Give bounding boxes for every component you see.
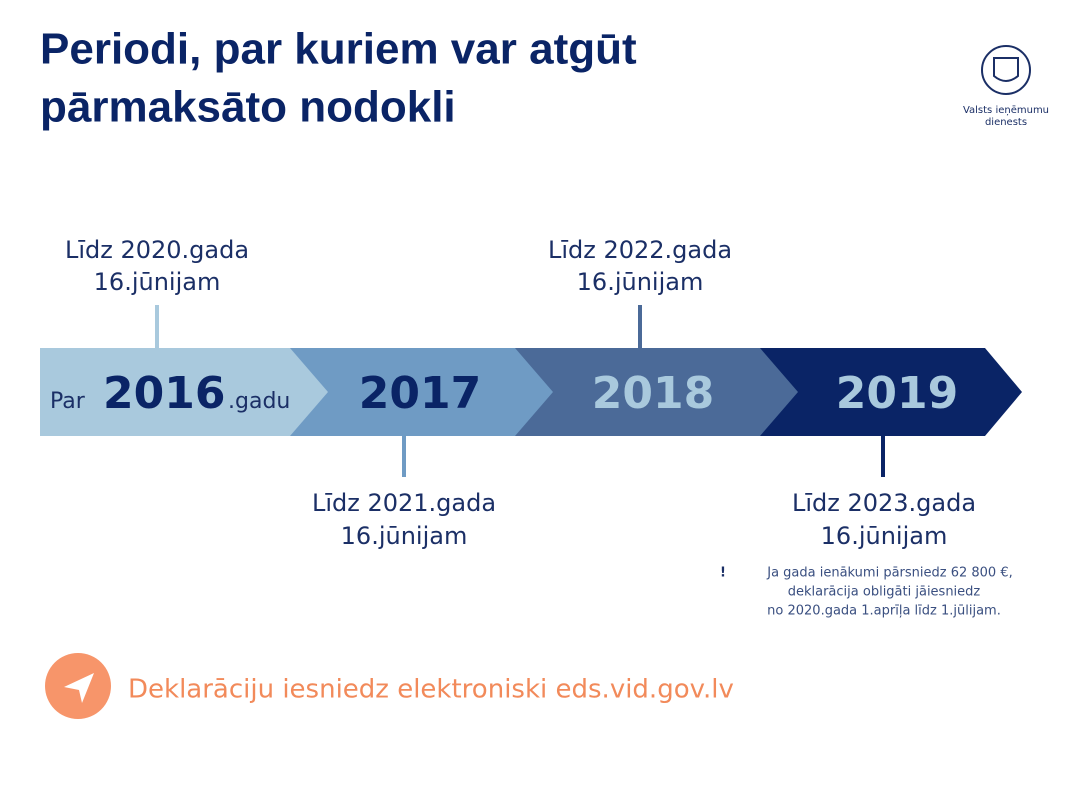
send-arrow (64, 673, 94, 703)
segment-prefix: Par (50, 389, 86, 414)
title-line: Periodi, par kuriem var atgūt (40, 25, 637, 74)
segment (285, 348, 553, 436)
footer-text: Deklarāciju iesniedz elektroniski eds.vi… (128, 675, 734, 705)
logo-text: Valsts ieņēmumu (963, 105, 1049, 116)
segment-suffix: .gadu (228, 389, 290, 414)
logo: Valsts ieņēmumu dienests (963, 45, 1049, 128)
note: no 2020.gada 1.aprīļa līdz 1.jūlijam. (767, 604, 1001, 619)
note: Ja gada ienākumi pārsniedz 62 800 €, (766, 566, 1013, 581)
deadline: Līdz 2021.gada (312, 489, 496, 517)
deadline: Līdz 2023.gada (792, 489, 976, 517)
deadline: 16.jūnijam (821, 522, 948, 550)
deadline: Līdz 2022.gada (548, 236, 732, 264)
segment (40, 348, 328, 436)
timeline: Par 2016 .gadu 2017 2018 2019 Līdz 2020.… (40, 236, 1022, 619)
title-line: pārmaksāto nodokli (40, 83, 456, 132)
logo-text: dienests (985, 117, 1027, 128)
note-mark: ! (720, 566, 726, 581)
segment-year: 2017 (359, 368, 481, 419)
deadline: 16.jūnijam (577, 268, 704, 296)
segment-year: 2018 (592, 368, 714, 419)
segment-year: 2019 (836, 368, 958, 419)
note: deklarācija obligāti jāiesniedz (788, 585, 981, 600)
segment (515, 348, 798, 436)
segment-year: 2016 (103, 368, 225, 419)
segment (760, 348, 1022, 436)
footer: Deklarāciju iesniedz elektroniski eds.vi… (45, 653, 734, 719)
deadline: 16.jūnijam (341, 522, 468, 550)
logo-shield (993, 57, 1019, 82)
logo-emblem (981, 45, 1031, 95)
deadline: 16.jūnijam (94, 268, 221, 296)
deadline: Līdz 2020.gada (65, 236, 249, 264)
